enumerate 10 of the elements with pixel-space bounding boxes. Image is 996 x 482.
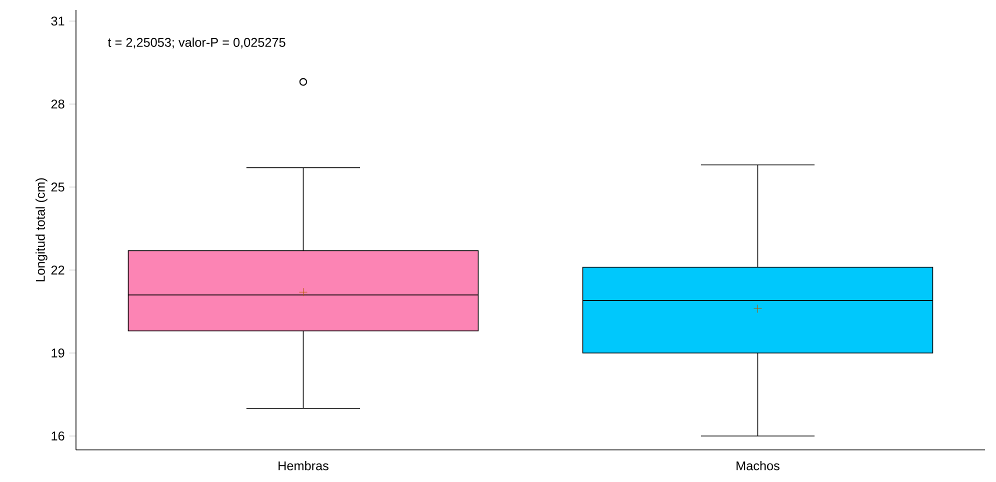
y-tick-label: 28 bbox=[51, 100, 64, 109]
y-tick-label: 19 bbox=[52, 348, 64, 358]
x-tick-label: Machos bbox=[736, 461, 780, 470]
y-axis-title: Longitud total (cm) bbox=[36, 178, 48, 282]
y-tick-label: 31 bbox=[51, 16, 64, 26]
x-tick-label: Hembras bbox=[278, 461, 328, 470]
y-tick-label: 22 bbox=[51, 266, 64, 275]
y-tick-label: 16 bbox=[52, 432, 64, 441]
y-tick-label: 25 bbox=[51, 182, 64, 192]
annotation: t = 2,25053; valor-P = 0,025275 bbox=[108, 38, 286, 48]
